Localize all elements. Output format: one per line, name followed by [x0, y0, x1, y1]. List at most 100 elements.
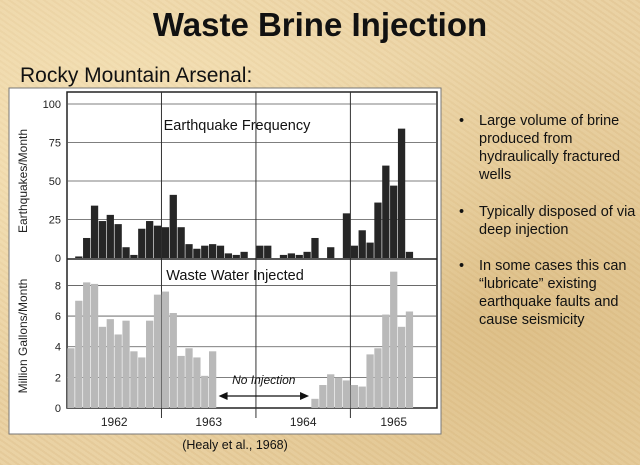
no-injection-annotation: No Injection [218, 373, 310, 400]
bar [169, 194, 177, 258]
bar [83, 282, 91, 408]
bar [256, 245, 264, 258]
bar [311, 398, 319, 408]
bar [382, 165, 390, 258]
bullet-text: In some cases this can “lubricate” exist… [479, 257, 627, 329]
bar [193, 248, 201, 258]
y-tick-label: 50 [49, 176, 61, 188]
bar [75, 300, 83, 408]
bar [114, 224, 122, 258]
bar [169, 313, 177, 408]
bar [98, 326, 107, 408]
bar [232, 254, 240, 258]
y-tick-label: 75 [49, 138, 61, 150]
bar [146, 320, 154, 408]
waste-water-bars [67, 271, 414, 408]
bar [350, 245, 358, 258]
plot-frame [66, 91, 438, 409]
arrow-left-icon [218, 392, 228, 400]
bar [83, 237, 91, 258]
bar [209, 351, 217, 408]
bar [153, 225, 162, 258]
bar [327, 247, 335, 258]
bar [153, 294, 162, 408]
bar [319, 385, 327, 408]
bar [138, 357, 146, 408]
bar [342, 213, 351, 258]
bar [405, 311, 414, 408]
bar [138, 228, 146, 258]
bar [122, 320, 130, 408]
x-tick-label: 1963 [195, 415, 222, 429]
bar [358, 230, 366, 258]
bar [350, 385, 358, 408]
y-tick-label: 100 [43, 99, 61, 111]
slide-title: Waste Brine Injection [152, 6, 488, 43]
bar [193, 357, 201, 408]
bar [240, 251, 248, 258]
bar [382, 314, 390, 408]
y-tick-label: 4 [55, 342, 61, 354]
bar [75, 256, 83, 258]
x-tick-label: 1964 [290, 415, 317, 429]
brine-injection-chart: 0 25 50 75 100 0 2 4 6 8 Earthquake Frequency Waste… [7, 86, 443, 436]
bar [295, 254, 303, 258]
bar [106, 319, 114, 408]
y-tick-label: 0 [55, 253, 61, 265]
bar [327, 374, 335, 408]
bar [397, 128, 406, 258]
bar [185, 348, 193, 408]
bullet-item: • Large volume of brine produced from hyd… [457, 112, 637, 185]
bar [311, 237, 319, 258]
bar [146, 221, 154, 258]
bullet-text: Large volume of brine produced from hydr… [479, 113, 621, 184]
grid-lines: 0 25 50 75 100 0 2 4 6 8 [43, 92, 437, 418]
bar [224, 253, 233, 258]
bar [161, 291, 170, 408]
bar [334, 377, 343, 408]
bar [390, 185, 398, 258]
y-tick-label: 0 [55, 403, 61, 415]
y-axis-label-waste-water: Million Gallons/Month [16, 279, 30, 394]
bar [177, 355, 185, 408]
bar [67, 348, 75, 408]
bar [366, 242, 374, 258]
panel-title-waste-water: Waste Water Injected [166, 268, 304, 284]
bullet-dot-icon: • [459, 113, 465, 129]
y-tick-label: 8 [55, 280, 61, 292]
bar [130, 351, 138, 408]
bar [342, 380, 351, 408]
bullet-item: • Typically disposed of via deep injectio… [457, 203, 637, 239]
bar [405, 251, 414, 258]
bar [216, 245, 225, 258]
bar [201, 375, 209, 408]
chart-svg: 0 25 50 75 100 0 2 4 6 8 Earthquake Frequency Waste… [8, 87, 442, 435]
earthquake-bars [75, 128, 414, 258]
slide-subtitle: Rocky Mountain Arsenal: [20, 64, 253, 87]
arrow-right-icon [300, 392, 310, 400]
bar [201, 245, 209, 258]
bar [390, 271, 398, 408]
bullet-dot-icon: • [459, 257, 465, 274]
bar [366, 354, 374, 408]
no-injection-label: No Injection [232, 373, 296, 387]
x-tick-label: 1965 [380, 415, 407, 429]
y-tick-label: 2 [55, 372, 61, 384]
y-axis-label-earthquake: Earthquakes/Month [16, 129, 30, 233]
bar [374, 202, 382, 258]
bar [303, 251, 311, 258]
x-tick-label: 1962 [101, 415, 128, 429]
bar [185, 244, 193, 258]
bar [122, 247, 130, 258]
bar [114, 334, 122, 408]
y-tick-label: 6 [55, 311, 61, 323]
bar [279, 254, 288, 258]
citation: (Healy et al., 1968) [182, 438, 288, 452]
bar [161, 227, 170, 258]
bar [98, 221, 107, 258]
bar [209, 244, 217, 258]
bar [90, 205, 99, 258]
bar [264, 245, 272, 258]
bullet-item: • In some cases this can “lubricate” exis… [457, 257, 637, 330]
bar [90, 283, 99, 408]
